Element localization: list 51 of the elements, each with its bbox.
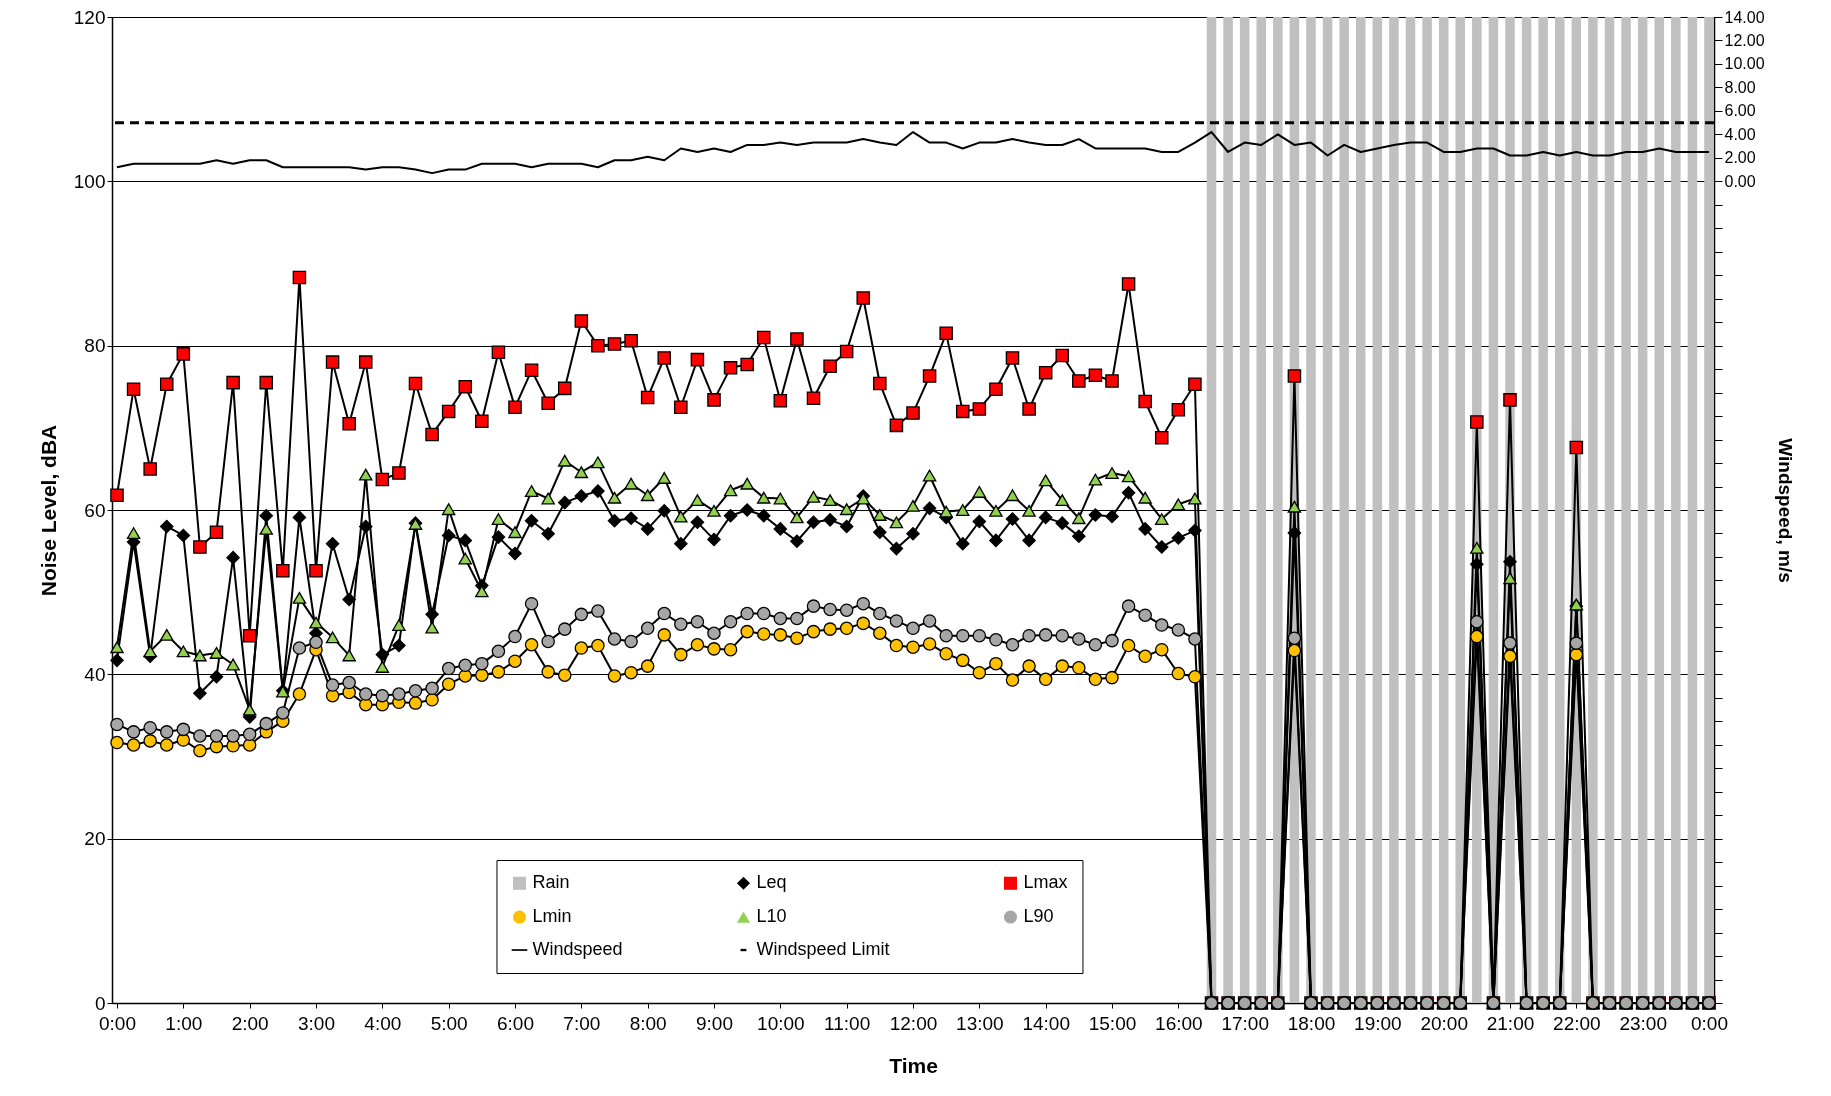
x-tick-label: 9:00 xyxy=(696,1012,733,1034)
x-tick-label: 1:00 xyxy=(165,1012,203,1034)
y2-tick-label: 14.00 xyxy=(1724,8,1765,26)
y-tick-label: 0 xyxy=(94,992,106,1014)
y2-tick-label: 10.00 xyxy=(1724,55,1765,73)
x-axis-title: Time xyxy=(889,1053,938,1077)
y2-tick-label: 6.00 xyxy=(1724,102,1756,120)
legend-label: L90 xyxy=(1023,906,1054,927)
y-tick-label: 120 xyxy=(73,6,106,28)
x-tick-label: 6:00 xyxy=(497,1012,534,1034)
y2-tick-label: 2.00 xyxy=(1724,149,1756,167)
y-tick-label: 40 xyxy=(84,663,106,685)
x-tick-label: 20:00 xyxy=(1420,1012,1468,1034)
legend-label: Lmin xyxy=(532,906,572,927)
x-tick-label: 13:00 xyxy=(956,1012,1004,1034)
legend-label: Rain xyxy=(532,872,570,893)
x-tick-label: 0:00 xyxy=(1691,1012,1728,1034)
x-tick-label: 2:00 xyxy=(231,1012,269,1034)
x-tick-label: 18:00 xyxy=(1287,1012,1336,1034)
y2-tick-label: 4.00 xyxy=(1724,125,1756,143)
legend-label: L10 xyxy=(756,906,787,927)
legend-label: Windspeed xyxy=(532,939,623,960)
y-tick-label: 20 xyxy=(84,828,106,850)
x-tick-label: 16:00 xyxy=(1155,1012,1203,1034)
x-tick-label: 10:00 xyxy=(757,1012,805,1034)
legend-label: Leq xyxy=(756,872,787,893)
x-tick-label: 7:00 xyxy=(563,1012,601,1034)
x-tick-label: 8:00 xyxy=(629,1012,667,1034)
x-tick-label: 22:00 xyxy=(1553,1012,1601,1034)
x-tick-label: 11:00 xyxy=(824,1012,871,1034)
y2-tick-label: 12.00 xyxy=(1724,31,1765,49)
y2-tick-label: 8.00 xyxy=(1724,78,1756,96)
x-tick-label: 0:00 xyxy=(99,1012,136,1034)
x-tick-label: 5:00 xyxy=(430,1012,468,1034)
y2-tick-label: 0.00 xyxy=(1724,172,1756,190)
x-tick-label: 17:00 xyxy=(1221,1012,1269,1034)
x-tick-label: 4:00 xyxy=(364,1012,402,1034)
legend-label: Lmax xyxy=(1023,872,1068,893)
y-tick-label: 100 xyxy=(73,170,106,192)
x-tick-label: 15:00 xyxy=(1088,1012,1137,1034)
y-tick-label: 80 xyxy=(84,335,106,357)
y-tick-label: 60 xyxy=(84,499,106,521)
y-axis-title: Noise Level, dBA xyxy=(36,424,60,597)
y2-axis-title: Windspeed, m/s xyxy=(1774,438,1796,583)
legend-label: Windspeed Limit xyxy=(756,939,890,960)
x-tick-label: 12:00 xyxy=(889,1012,938,1034)
x-tick-label: 21:00 xyxy=(1486,1012,1535,1034)
x-tick-label: 23:00 xyxy=(1619,1012,1667,1034)
x-tick-label: 19:00 xyxy=(1354,1012,1402,1034)
x-tick-label: 3:00 xyxy=(298,1012,335,1034)
x-tick-label: 14:00 xyxy=(1022,1012,1070,1034)
